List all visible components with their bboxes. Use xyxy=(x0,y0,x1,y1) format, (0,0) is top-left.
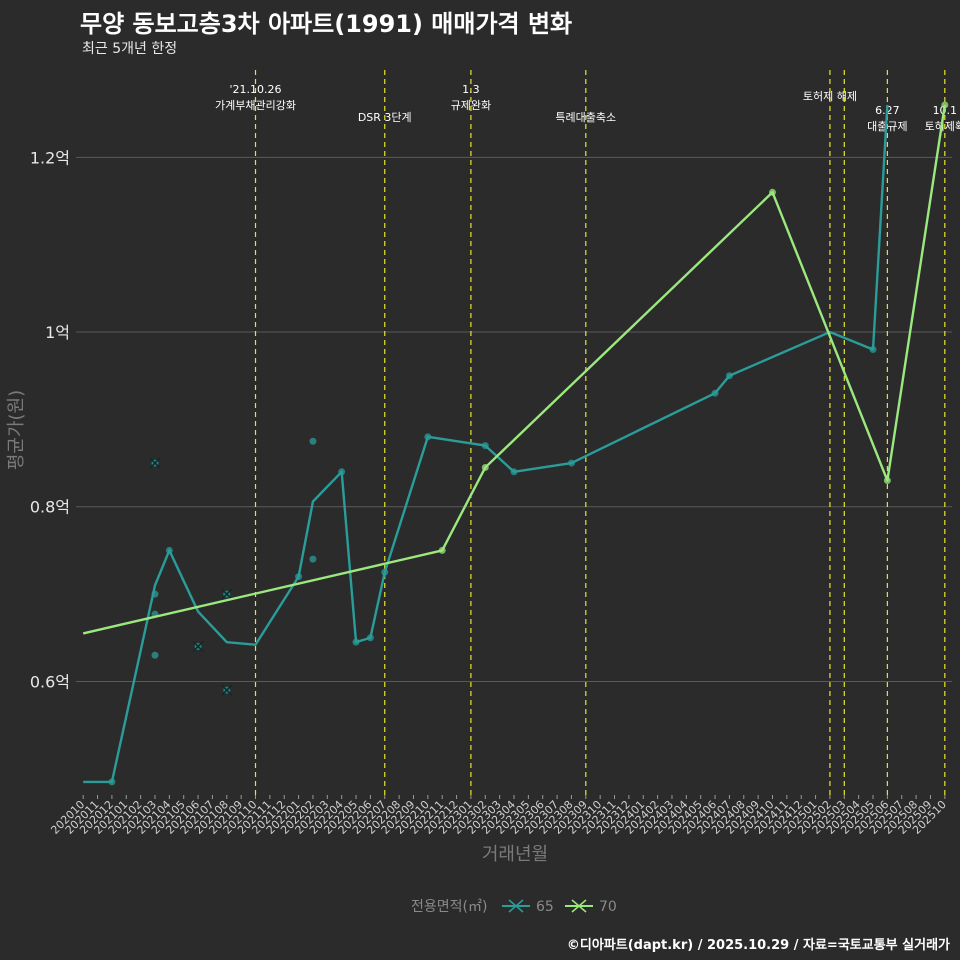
data-point-70 xyxy=(941,101,949,109)
event-label: DSR 3단계 xyxy=(358,111,412,124)
cross-marker-65 xyxy=(192,640,204,653)
event-label: 특례대출축소 xyxy=(555,111,616,124)
data-point-65 xyxy=(151,651,159,659)
event-label: 규제완화 xyxy=(451,99,491,112)
data-point-65 xyxy=(309,437,317,445)
data-point-65 xyxy=(165,546,173,554)
data-point-65 xyxy=(424,433,432,441)
chart-subtitle: 최근 5개년 한정 xyxy=(82,41,178,57)
legend-label-65: 65 xyxy=(536,899,554,915)
event-label: 1.3 xyxy=(462,83,480,96)
data-point-65 xyxy=(725,372,733,380)
grid-layer xyxy=(76,156,952,682)
y-tick-label: 1.2억 xyxy=(30,148,70,167)
series-layer xyxy=(82,101,949,786)
axis-layer: 0.6억0.8억1억1.2억20201020201120201220210120… xyxy=(30,148,949,836)
cross-marker-65 xyxy=(149,457,161,469)
event-label: '21.10.26 xyxy=(230,83,282,96)
data-point-65 xyxy=(567,459,575,467)
source-caption: ©디아파트(dapt.kr) / 2025.10.29 / 자료=국토교통부 실… xyxy=(566,938,950,953)
legend-key-70: 70 xyxy=(565,899,617,915)
data-point-65 xyxy=(481,442,489,450)
data-point-70 xyxy=(883,477,891,485)
data-point-65 xyxy=(338,468,346,476)
series-line-70 xyxy=(82,104,947,635)
data-point-65 xyxy=(352,638,360,646)
series-line-65 xyxy=(83,104,889,784)
data-point-65 xyxy=(108,778,116,786)
data-point-65 xyxy=(381,568,389,576)
x-axis-title: 거래년월 xyxy=(482,844,548,865)
legend-label-70: 70 xyxy=(599,899,617,915)
event-label: 토허제 해제 xyxy=(803,89,857,103)
y-axis-title: 평균가(원) xyxy=(6,390,27,470)
data-point-65 xyxy=(309,555,317,563)
chart-title: 무양 동보고층3차 아파트(1991) 매매가격 변화 xyxy=(80,10,573,38)
data-point-65 xyxy=(151,590,159,598)
data-point-70 xyxy=(768,188,776,196)
data-point-70 xyxy=(438,546,446,554)
cross-marker-65 xyxy=(221,588,233,600)
data-point-65 xyxy=(711,389,719,397)
y-tick-label: 1억 xyxy=(45,323,70,342)
legend-key-65: 65 xyxy=(502,899,554,915)
legend-title: 전용면적(㎡) xyxy=(411,899,487,915)
y-tick-label: 0.8억 xyxy=(30,498,70,517)
data-point-70 xyxy=(481,463,489,471)
data-point-65 xyxy=(869,346,877,354)
legend: 전용면적(㎡) 65 70 xyxy=(411,899,617,915)
cross-marker-65 xyxy=(221,684,233,696)
data-point-65 xyxy=(295,573,303,581)
y-tick-label: 0.6억 xyxy=(30,672,70,691)
data-point-65 xyxy=(510,468,518,476)
event-label: 대출규제 xyxy=(867,120,907,133)
event-label: 가계부채관리강화 xyxy=(215,99,296,112)
data-point-65 xyxy=(366,634,374,642)
